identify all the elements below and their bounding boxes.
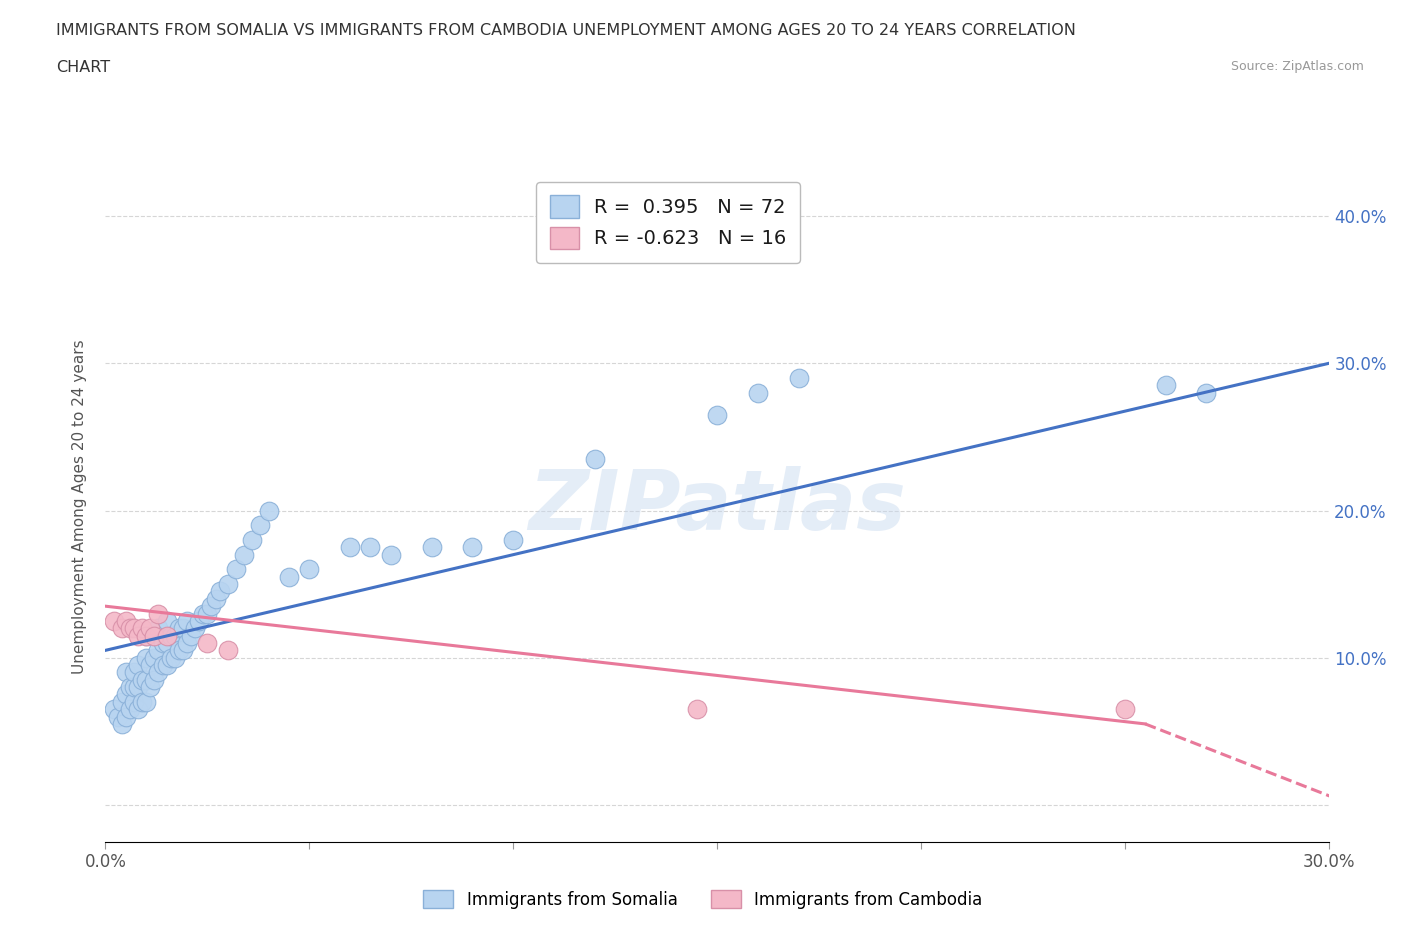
Point bbox=[143, 672, 166, 687]
Point bbox=[135, 628, 157, 643]
Point bbox=[787, 371, 810, 386]
Point bbox=[249, 518, 271, 533]
Point bbox=[167, 643, 190, 658]
Point bbox=[127, 628, 149, 643]
Point bbox=[380, 547, 402, 562]
Point bbox=[167, 621, 190, 636]
Point bbox=[139, 621, 162, 636]
Point bbox=[148, 606, 170, 621]
Point bbox=[115, 687, 138, 702]
Point bbox=[1195, 385, 1218, 400]
Point bbox=[180, 628, 202, 643]
Point bbox=[131, 695, 153, 710]
Point bbox=[103, 702, 125, 717]
Legend: Immigrants from Somalia, Immigrants from Cambodia: Immigrants from Somalia, Immigrants from… bbox=[415, 882, 991, 917]
Point bbox=[204, 591, 226, 606]
Point bbox=[122, 695, 145, 710]
Point bbox=[135, 695, 157, 710]
Point bbox=[115, 709, 138, 724]
Point bbox=[122, 680, 145, 695]
Point bbox=[747, 385, 769, 400]
Point bbox=[193, 606, 215, 621]
Point bbox=[135, 650, 157, 665]
Point bbox=[184, 621, 207, 636]
Point bbox=[148, 643, 170, 658]
Point bbox=[127, 680, 149, 695]
Point bbox=[163, 650, 186, 665]
Point bbox=[143, 628, 166, 643]
Point bbox=[172, 621, 194, 636]
Point bbox=[148, 621, 170, 636]
Point bbox=[143, 628, 166, 643]
Point bbox=[111, 621, 134, 636]
Point bbox=[298, 562, 321, 577]
Point bbox=[360, 540, 382, 555]
Point bbox=[197, 635, 219, 650]
Point bbox=[240, 533, 263, 548]
Point bbox=[139, 680, 162, 695]
Point bbox=[122, 621, 145, 636]
Point bbox=[502, 533, 524, 548]
Point bbox=[156, 628, 179, 643]
Point bbox=[278, 569, 301, 584]
Point bbox=[1114, 702, 1136, 717]
Point bbox=[159, 650, 181, 665]
Legend: R =  0.395   N = 72, R = -0.623   N = 16: R = 0.395 N = 72, R = -0.623 N = 16 bbox=[536, 181, 800, 262]
Point bbox=[339, 540, 361, 555]
Point bbox=[127, 702, 149, 717]
Point bbox=[127, 658, 149, 672]
Point bbox=[176, 614, 198, 629]
Point bbox=[197, 606, 219, 621]
Point bbox=[159, 628, 181, 643]
Text: IMMIGRANTS FROM SOMALIA VS IMMIGRANTS FROM CAMBODIA UNEMPLOYMENT AMONG AGES 20 T: IMMIGRANTS FROM SOMALIA VS IMMIGRANTS FR… bbox=[56, 23, 1076, 38]
Point bbox=[148, 665, 170, 680]
Point bbox=[139, 658, 162, 672]
Point bbox=[131, 621, 153, 636]
Point bbox=[686, 702, 709, 717]
Point bbox=[200, 599, 222, 614]
Point bbox=[107, 709, 129, 724]
Point bbox=[257, 503, 280, 518]
Point bbox=[152, 658, 174, 672]
Point bbox=[461, 540, 484, 555]
Point bbox=[115, 614, 138, 629]
Point bbox=[176, 635, 198, 650]
Point bbox=[118, 680, 141, 695]
Point bbox=[118, 702, 141, 717]
Point bbox=[111, 695, 134, 710]
Point bbox=[115, 665, 138, 680]
Point bbox=[103, 614, 125, 629]
Point bbox=[135, 628, 157, 643]
Point bbox=[156, 635, 179, 650]
Point bbox=[225, 562, 247, 577]
Point bbox=[233, 547, 256, 562]
Point bbox=[131, 672, 153, 687]
Point bbox=[1154, 378, 1177, 392]
Point bbox=[583, 452, 606, 467]
Point bbox=[188, 614, 211, 629]
Point bbox=[118, 621, 141, 636]
Point bbox=[156, 658, 179, 672]
Text: ZIPatlas: ZIPatlas bbox=[529, 466, 905, 548]
Point bbox=[217, 577, 239, 591]
Point bbox=[122, 665, 145, 680]
Text: CHART: CHART bbox=[56, 60, 110, 75]
Point bbox=[208, 584, 231, 599]
Point bbox=[135, 672, 157, 687]
Y-axis label: Unemployment Among Ages 20 to 24 years: Unemployment Among Ages 20 to 24 years bbox=[72, 339, 87, 674]
Point bbox=[152, 635, 174, 650]
Point bbox=[143, 650, 166, 665]
Point bbox=[111, 716, 134, 731]
Point bbox=[172, 643, 194, 658]
Point bbox=[217, 643, 239, 658]
Point bbox=[420, 540, 443, 555]
Point bbox=[706, 407, 728, 422]
Point bbox=[156, 614, 179, 629]
Point bbox=[163, 628, 186, 643]
Text: Source: ZipAtlas.com: Source: ZipAtlas.com bbox=[1230, 60, 1364, 73]
